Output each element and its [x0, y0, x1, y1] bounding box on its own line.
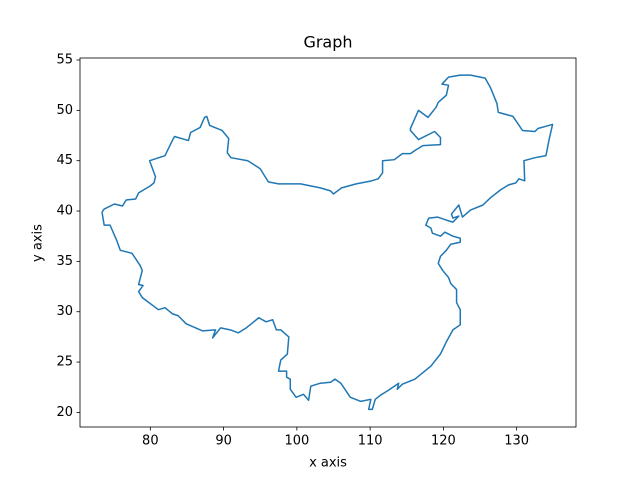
chart-title: Graph [303, 33, 352, 52]
y-tick-label: 35 [56, 254, 73, 269]
x-tick-label: 80 [142, 434, 159, 449]
x-tick-label: 120 [431, 434, 456, 449]
y-tick-label: 20 [56, 405, 73, 420]
y-tick-label: 45 [56, 153, 73, 168]
y-tick-label: 25 [56, 355, 73, 370]
x-tick-label: 110 [358, 434, 383, 449]
y-tick-label: 40 [56, 204, 73, 219]
x-tick-label: 130 [504, 434, 529, 449]
x-axis-label: x axis [309, 456, 347, 471]
y-tick-label: 55 [56, 53, 73, 68]
plot-frame [79, 57, 577, 428]
line [101, 74, 554, 411]
x-tick-label: 100 [284, 434, 309, 449]
y-tick-label: 50 [56, 103, 73, 118]
x-tick-label: 90 [215, 434, 232, 449]
y-axis-label: y axis [31, 224, 46, 262]
y-tick-label: 30 [56, 304, 73, 319]
